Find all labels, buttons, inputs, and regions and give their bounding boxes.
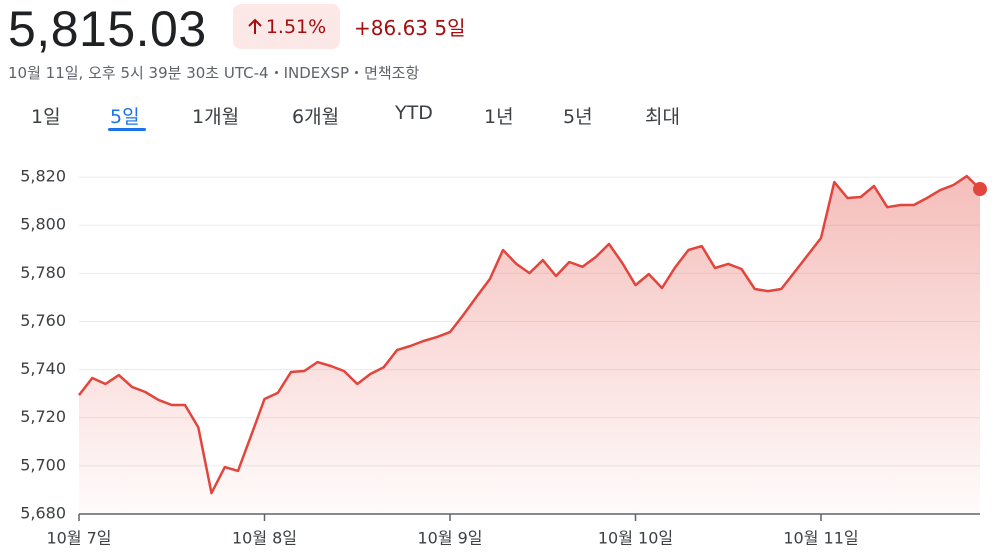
subtitle: 10월 11일, 오후 5시 39분 30초 UTC-4 INDEXSP 면책조…: [8, 62, 419, 83]
active-tab-indicator: [108, 128, 146, 131]
range-tab[interactable]: 1일: [31, 106, 61, 128]
disclaimer-link[interactable]: 면책조항: [364, 64, 420, 82]
y-tick-label: 5,720: [20, 407, 66, 426]
y-tick-label: 5,700: [20, 455, 66, 474]
area: [79, 176, 980, 514]
timestamp: 10월 11일, 오후 5시 39분 30초 UTC-4: [8, 64, 269, 82]
range-tab[interactable]: 5일: [110, 106, 140, 128]
range-tab[interactable]: 1개월: [192, 106, 240, 128]
y-tick-label: 5,820: [20, 167, 66, 186]
separator: [274, 71, 278, 74]
change: +86.63 5일: [354, 12, 466, 41]
period: 5일: [434, 16, 466, 40]
change-percent-badge: 1.51%: [233, 4, 340, 49]
range-tab[interactable]: 1년: [484, 106, 514, 128]
y-tick-label: 5,800: [20, 215, 66, 234]
exchange: INDEXSP: [283, 63, 350, 82]
x-tick-label: 10월 9일: [417, 529, 482, 548]
range-tab[interactable]: 5년: [563, 106, 593, 128]
range-tab[interactable]: YTD: [395, 102, 433, 124]
y-tick-label: 5,680: [20, 504, 66, 523]
price: 5,815.03: [8, 1, 207, 57]
change-value: +86.63: [354, 16, 429, 40]
y-tick-label: 5,780: [20, 263, 66, 282]
range-tab[interactable]: 6개월: [292, 106, 340, 128]
separator: [355, 71, 359, 74]
x-tick-label: 10월 11일: [783, 529, 858, 548]
y-tick-label: 5,740: [20, 359, 66, 378]
x-tick-label: 10월 10일: [598, 529, 673, 548]
range-tab[interactable]: 최대: [645, 106, 680, 128]
x-tick-label: 10월 7일: [46, 529, 111, 548]
line: [78, 174, 981, 495]
x-tick-label: 10월 8일: [232, 529, 297, 548]
last-point: [973, 182, 987, 197]
change-percent: 1.51%: [265, 15, 327, 38]
y-tick-label: 5,760: [20, 311, 66, 330]
up-arrow: [248, 18, 262, 34]
